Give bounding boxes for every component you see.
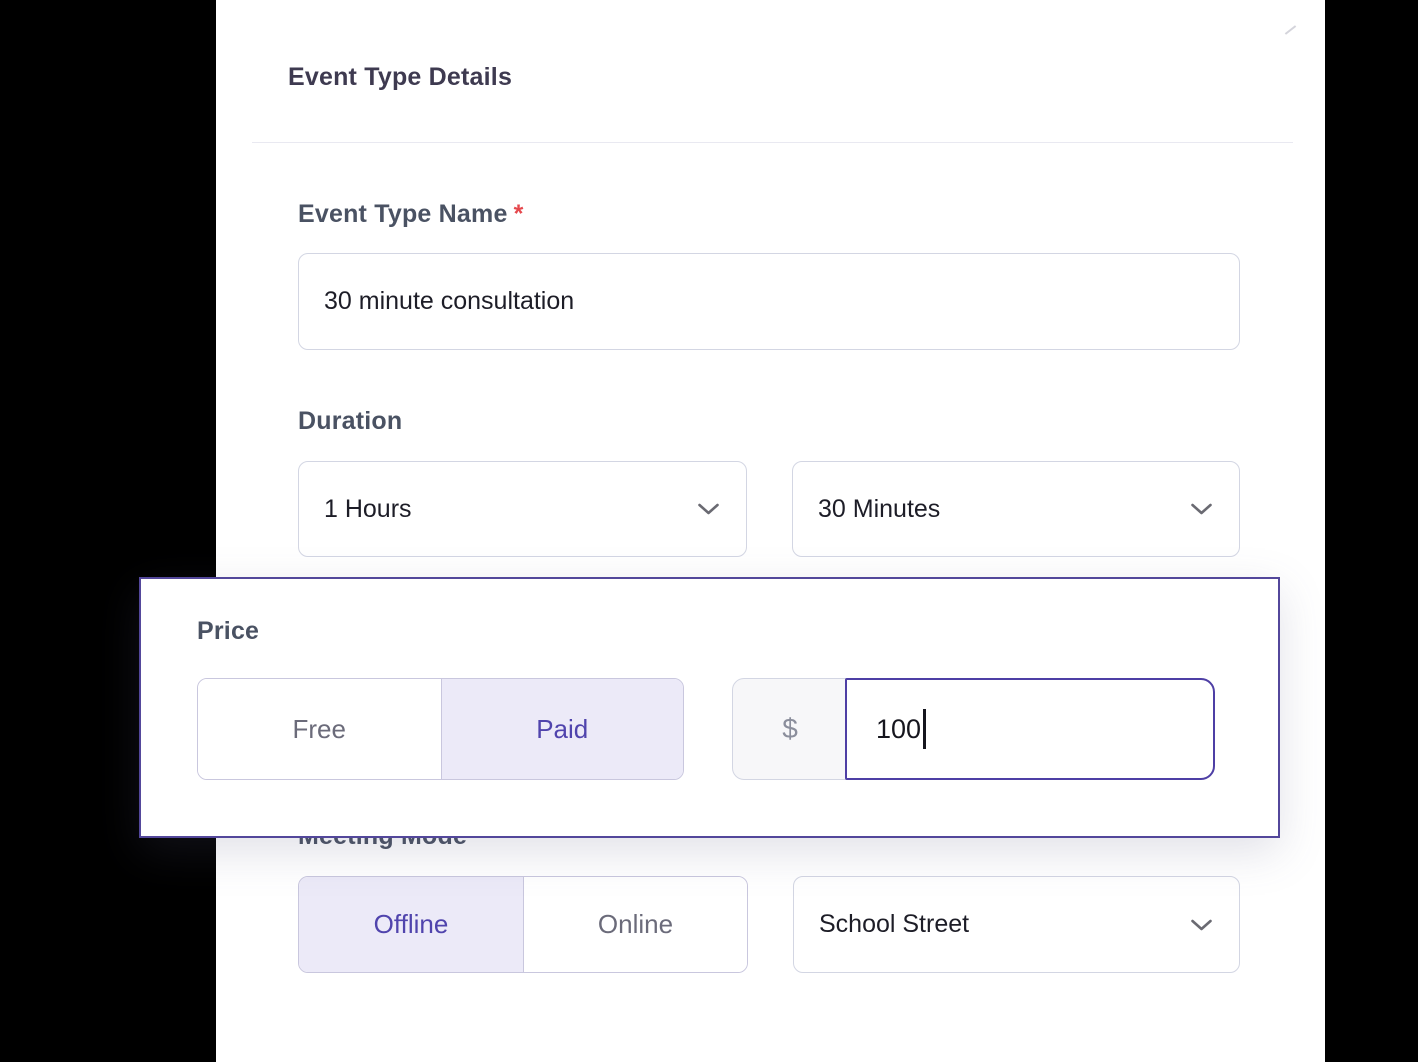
duration-hours-value: 1 Hours xyxy=(324,494,412,523)
text-cursor xyxy=(923,709,926,749)
location-value: School Street xyxy=(819,910,970,938)
price-amount-group: $ 100 xyxy=(732,678,1215,780)
duration-minutes-select[interactable]: 30 Minutes xyxy=(792,461,1240,557)
meeting-mode-option-online[interactable]: Online xyxy=(523,877,747,972)
chevron-down-icon xyxy=(1191,919,1212,930)
price-label: Price xyxy=(197,617,260,645)
price-option-free[interactable]: Free xyxy=(198,679,441,779)
price-amount-value: 100 xyxy=(876,713,922,744)
chevron-down-icon xyxy=(1191,503,1212,515)
duration-minutes-value: 30 Minutes xyxy=(818,494,941,523)
price-toggle: Free Paid xyxy=(197,678,684,780)
section-divider xyxy=(252,142,1293,143)
location-select[interactable]: School Street xyxy=(793,876,1240,973)
meeting-mode-option-offline[interactable]: Offline xyxy=(299,877,523,972)
duration-hours-select[interactable]: 1 Hours xyxy=(298,461,747,557)
required-asterisk: * xyxy=(513,200,524,228)
event-type-name-value: 30 minute consultation xyxy=(324,287,575,315)
event-type-name-label: Event Type Name * xyxy=(298,200,524,228)
meeting-mode-toggle: Offline Online xyxy=(298,876,748,973)
page-title: Event Type Details xyxy=(288,63,513,91)
price-option-paid[interactable]: Paid xyxy=(440,679,683,779)
event-type-name-input[interactable]: 30 minute consultation xyxy=(298,253,1240,350)
chevron-down-icon xyxy=(698,503,719,515)
currency-prefix: $ xyxy=(732,678,848,780)
price-highlight-box: Price Free Paid $ 100 xyxy=(139,577,1280,838)
price-amount-input[interactable]: 100 xyxy=(845,678,1215,780)
duration-label: Duration xyxy=(298,407,403,435)
currency-symbol: $ xyxy=(782,713,798,744)
